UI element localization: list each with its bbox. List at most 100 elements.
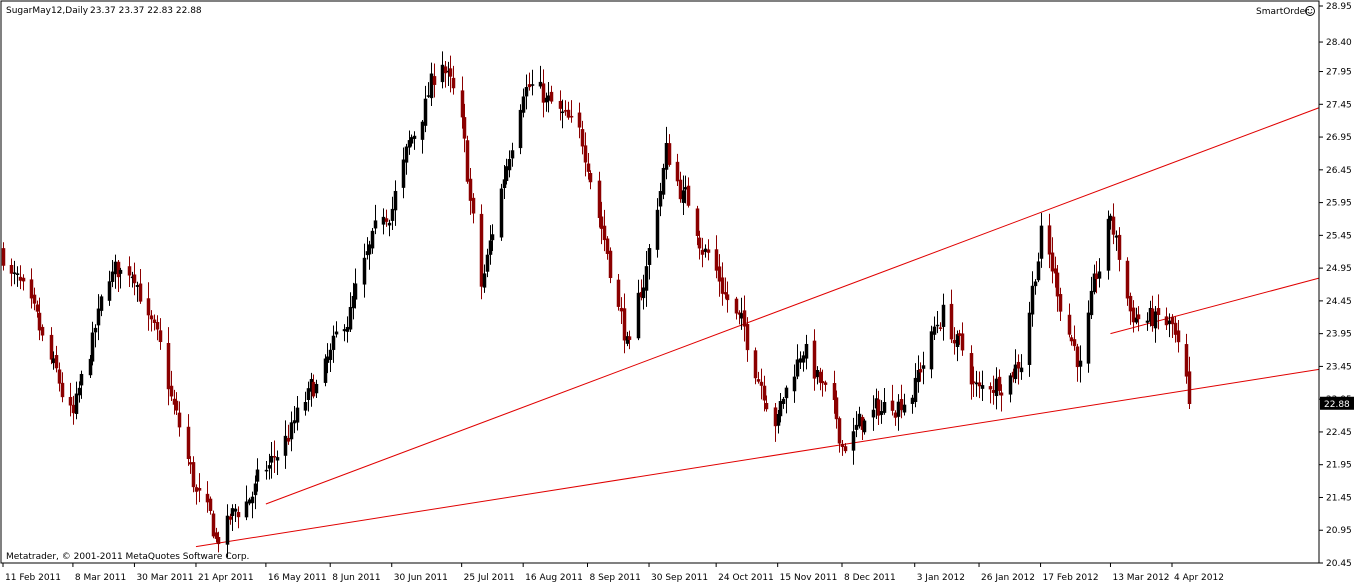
candle [1111, 203, 1116, 245]
x-tick-label: 16 Aug 2011 [525, 573, 583, 583]
candle [720, 262, 725, 306]
candle [96, 294, 101, 341]
candle [706, 239, 711, 261]
candle [485, 248, 490, 278]
candle [795, 344, 800, 380]
candle [1016, 354, 1021, 385]
candle [107, 270, 112, 306]
x-tick-label: 4 Apr 2012 [1174, 573, 1224, 583]
candle [264, 460, 269, 480]
trendline[interactable] [265, 107, 1320, 505]
trendline[interactable] [1110, 277, 1320, 335]
candle [236, 506, 241, 529]
candle [678, 171, 683, 203]
candle [1086, 300, 1091, 373]
candle [566, 101, 571, 120]
candle [303, 391, 308, 416]
candle [191, 456, 196, 493]
y-tick-label: 25.95 [1326, 199, 1352, 209]
candle [644, 251, 649, 307]
candle [482, 264, 487, 293]
candle [608, 247, 613, 284]
candle [759, 368, 764, 400]
candle [1078, 345, 1083, 383]
time-axis: 11 Feb 2011 8 Mar 2011 30 Mar 2011 21 Apr 2… [2, 563, 1224, 583]
candle [68, 382, 73, 417]
candle [390, 196, 395, 230]
candle [1008, 373, 1013, 403]
candle [784, 385, 789, 414]
candle [717, 254, 722, 297]
x-tick-label: 30 Jun 2011 [394, 573, 448, 583]
candle [804, 334, 809, 370]
candle [208, 496, 213, 515]
candle [530, 69, 535, 96]
y-tick-label: 22.45 [1326, 428, 1352, 438]
x-tick-label: 11 Feb 2011 [5, 573, 61, 583]
candle [99, 294, 104, 317]
candle [1067, 303, 1072, 338]
candle [462, 103, 467, 153]
candle [423, 85, 428, 133]
candle [661, 163, 666, 200]
candle [605, 236, 610, 260]
copyright-text: Metatrader, © 2001-2011 MetaQuotes Softw… [6, 552, 249, 562]
candle [695, 205, 700, 246]
candle [834, 390, 839, 429]
current-price-text: 22.88 [1324, 400, 1350, 410]
candle [1097, 258, 1102, 288]
candle [843, 443, 848, 454]
candle [1136, 306, 1141, 332]
candle [686, 177, 691, 208]
candle [1173, 316, 1178, 343]
candle [871, 395, 876, 431]
candle [211, 510, 216, 539]
candle [1019, 354, 1024, 380]
x-tick-label: 13 Mar 2012 [1112, 573, 1169, 583]
smiley-icon[interactable] [1305, 6, 1315, 16]
candle [54, 345, 59, 373]
y-tick-label: 24.45 [1326, 297, 1352, 307]
x-tick-label: 8 Jun 2011 [332, 573, 380, 583]
candle [1058, 287, 1063, 321]
y-tick-label: 23.45 [1326, 362, 1352, 372]
candle [118, 267, 123, 289]
candle [734, 296, 739, 320]
candle [929, 325, 934, 379]
candle [197, 473, 202, 503]
candle [314, 379, 319, 399]
candle [753, 347, 758, 385]
candle [490, 224, 495, 252]
candle [404, 143, 409, 175]
candle [499, 183, 504, 241]
x-tick-label: 25 Jul 2011 [464, 573, 515, 583]
candle [370, 228, 375, 254]
candle [233, 503, 238, 523]
candle [152, 314, 157, 331]
candle [177, 401, 182, 437]
candle [588, 170, 593, 190]
candle [155, 315, 160, 341]
x-tick-label: 8 Mar 2011 [75, 573, 126, 583]
candle [960, 322, 965, 356]
candle [518, 104, 523, 155]
current-price-label: 22.88 [1320, 396, 1354, 410]
trendline[interactable] [195, 368, 1320, 548]
candle [331, 325, 336, 363]
y-tick-label: 21.45 [1326, 493, 1352, 503]
y-tick-label: 27.95 [1326, 68, 1352, 78]
candle [1176, 319, 1181, 353]
candle [49, 327, 54, 365]
candle [471, 193, 476, 224]
x-tick-label: 3 Jan 2012 [917, 573, 965, 583]
candle [93, 324, 98, 348]
candle [1, 242, 6, 271]
candle [510, 142, 515, 167]
candle [225, 504, 230, 558]
current-price-label-bg [1320, 396, 1354, 410]
smartorder-label[interactable]: SmartOrder [1256, 7, 1309, 17]
candle [667, 134, 672, 167]
candle [127, 256, 132, 288]
candle [977, 371, 982, 399]
